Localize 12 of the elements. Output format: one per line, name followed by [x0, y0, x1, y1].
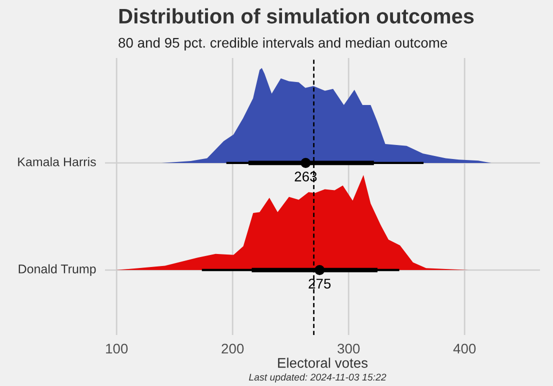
- x-axis-title: Electoral votes: [278, 358, 368, 368]
- chart-subtitle: 80 and 95 pct. credible intervals and median outcome: [118, 38, 448, 50]
- annotation: 275: [308, 278, 331, 289]
- text: Kamala Harris: [18, 157, 96, 166]
- x-tick-label: 200: [222, 344, 244, 354]
- x-tick-label: 100: [106, 344, 128, 354]
- text: Last updated: 2024-11-03 15:22: [248, 373, 386, 383]
- annotation: 263: [294, 172, 317, 182]
- chart-title: Distribution of simulation outcomes: [119, 8, 474, 24]
- x-tick-label: 400: [453, 344, 476, 354]
- series-label: Donald Trump: [18, 264, 96, 276]
- x-tick-label: 300: [338, 344, 360, 354]
